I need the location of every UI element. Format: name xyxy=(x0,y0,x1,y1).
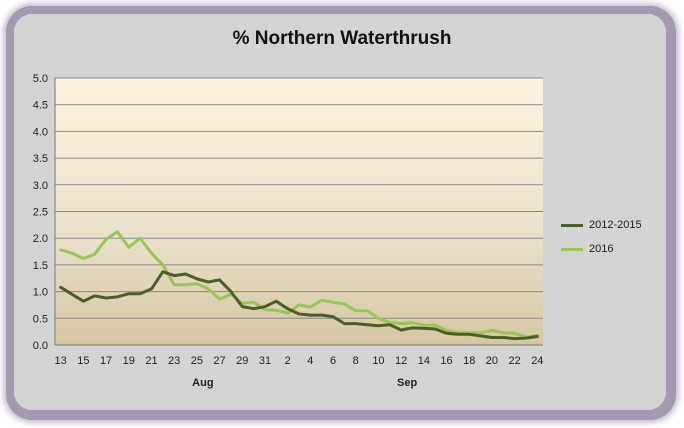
x-tick-label: 27 xyxy=(213,355,225,367)
x-tick-label: 23 xyxy=(168,355,180,367)
y-tick-label: 1.5 xyxy=(33,260,48,272)
x-tick-label: 15 xyxy=(77,355,89,367)
x-tick-label: 14 xyxy=(418,355,430,367)
legend-label-series-2: 2016 xyxy=(589,243,614,255)
chart-title: % Northern Waterthrush xyxy=(232,28,452,49)
month-label: Aug xyxy=(192,377,213,389)
y-tick-label: 0.5 xyxy=(33,313,48,325)
x-tick-label: 2 xyxy=(285,355,291,367)
x-tick-label: 24 xyxy=(531,355,543,367)
x-axis-ticks: 13 15 17 19 21 23 25 27 29 31 2 4 6 8 10 12 14 16 18 20 22 24 xyxy=(55,355,544,367)
x-tick-label: 12 xyxy=(395,355,407,367)
legend: 2012-2015 2016 xyxy=(561,213,671,261)
x-tick-label: 29 xyxy=(236,355,248,367)
legend-item-series-1: 2012-2015 xyxy=(561,213,671,237)
legend-swatch-series-2 xyxy=(561,247,583,251)
x-tick-label: 6 xyxy=(330,355,336,367)
y-tick-label: 4.0 xyxy=(33,126,48,138)
series-line-1 xyxy=(59,270,539,341)
legend-label-series-1: 2012-2015 xyxy=(589,219,642,231)
series-line-2 xyxy=(59,230,539,339)
y-axis-ticks: 0.0 0.5 1.0 1.5 2.0 2.5 3.0 3.5 4.0 4.5 5.0 xyxy=(33,73,48,352)
x-tick-label: 16 xyxy=(440,355,452,367)
month-label: Sep xyxy=(397,377,417,389)
gridlines xyxy=(54,77,543,346)
y-tick-label: 3.5 xyxy=(33,153,48,165)
x-tick-label: 20 xyxy=(486,355,498,367)
y-tick-label: 0.0 xyxy=(33,340,48,352)
x-tick-label: 18 xyxy=(463,355,475,367)
month-labels: Aug Sep xyxy=(192,377,417,389)
series-lines xyxy=(59,230,539,341)
x-tick-label: 21 xyxy=(145,355,157,367)
legend-item-series-2: 2016 xyxy=(561,237,671,261)
legend-swatch-series-1 xyxy=(561,223,583,227)
x-tick-label: 25 xyxy=(191,355,203,367)
x-tick-label: 19 xyxy=(123,355,135,367)
x-tick-label: 17 xyxy=(100,355,112,367)
x-tick-label: 4 xyxy=(307,355,313,367)
x-tick-label: 31 xyxy=(259,355,271,367)
y-tick-label: 2.0 xyxy=(33,233,48,245)
y-tick-label: 5.0 xyxy=(33,73,48,85)
y-tick-label: 1.0 xyxy=(33,287,48,299)
y-tick-label: 2.5 xyxy=(33,207,48,219)
y-tick-label: 4.5 xyxy=(33,100,48,112)
x-tick-label: 8 xyxy=(353,355,359,367)
x-tick-label: 10 xyxy=(372,355,384,367)
x-tick-label: 22 xyxy=(509,355,521,367)
x-tick-label: 13 xyxy=(55,355,67,367)
y-tick-label: 3.0 xyxy=(33,180,48,192)
